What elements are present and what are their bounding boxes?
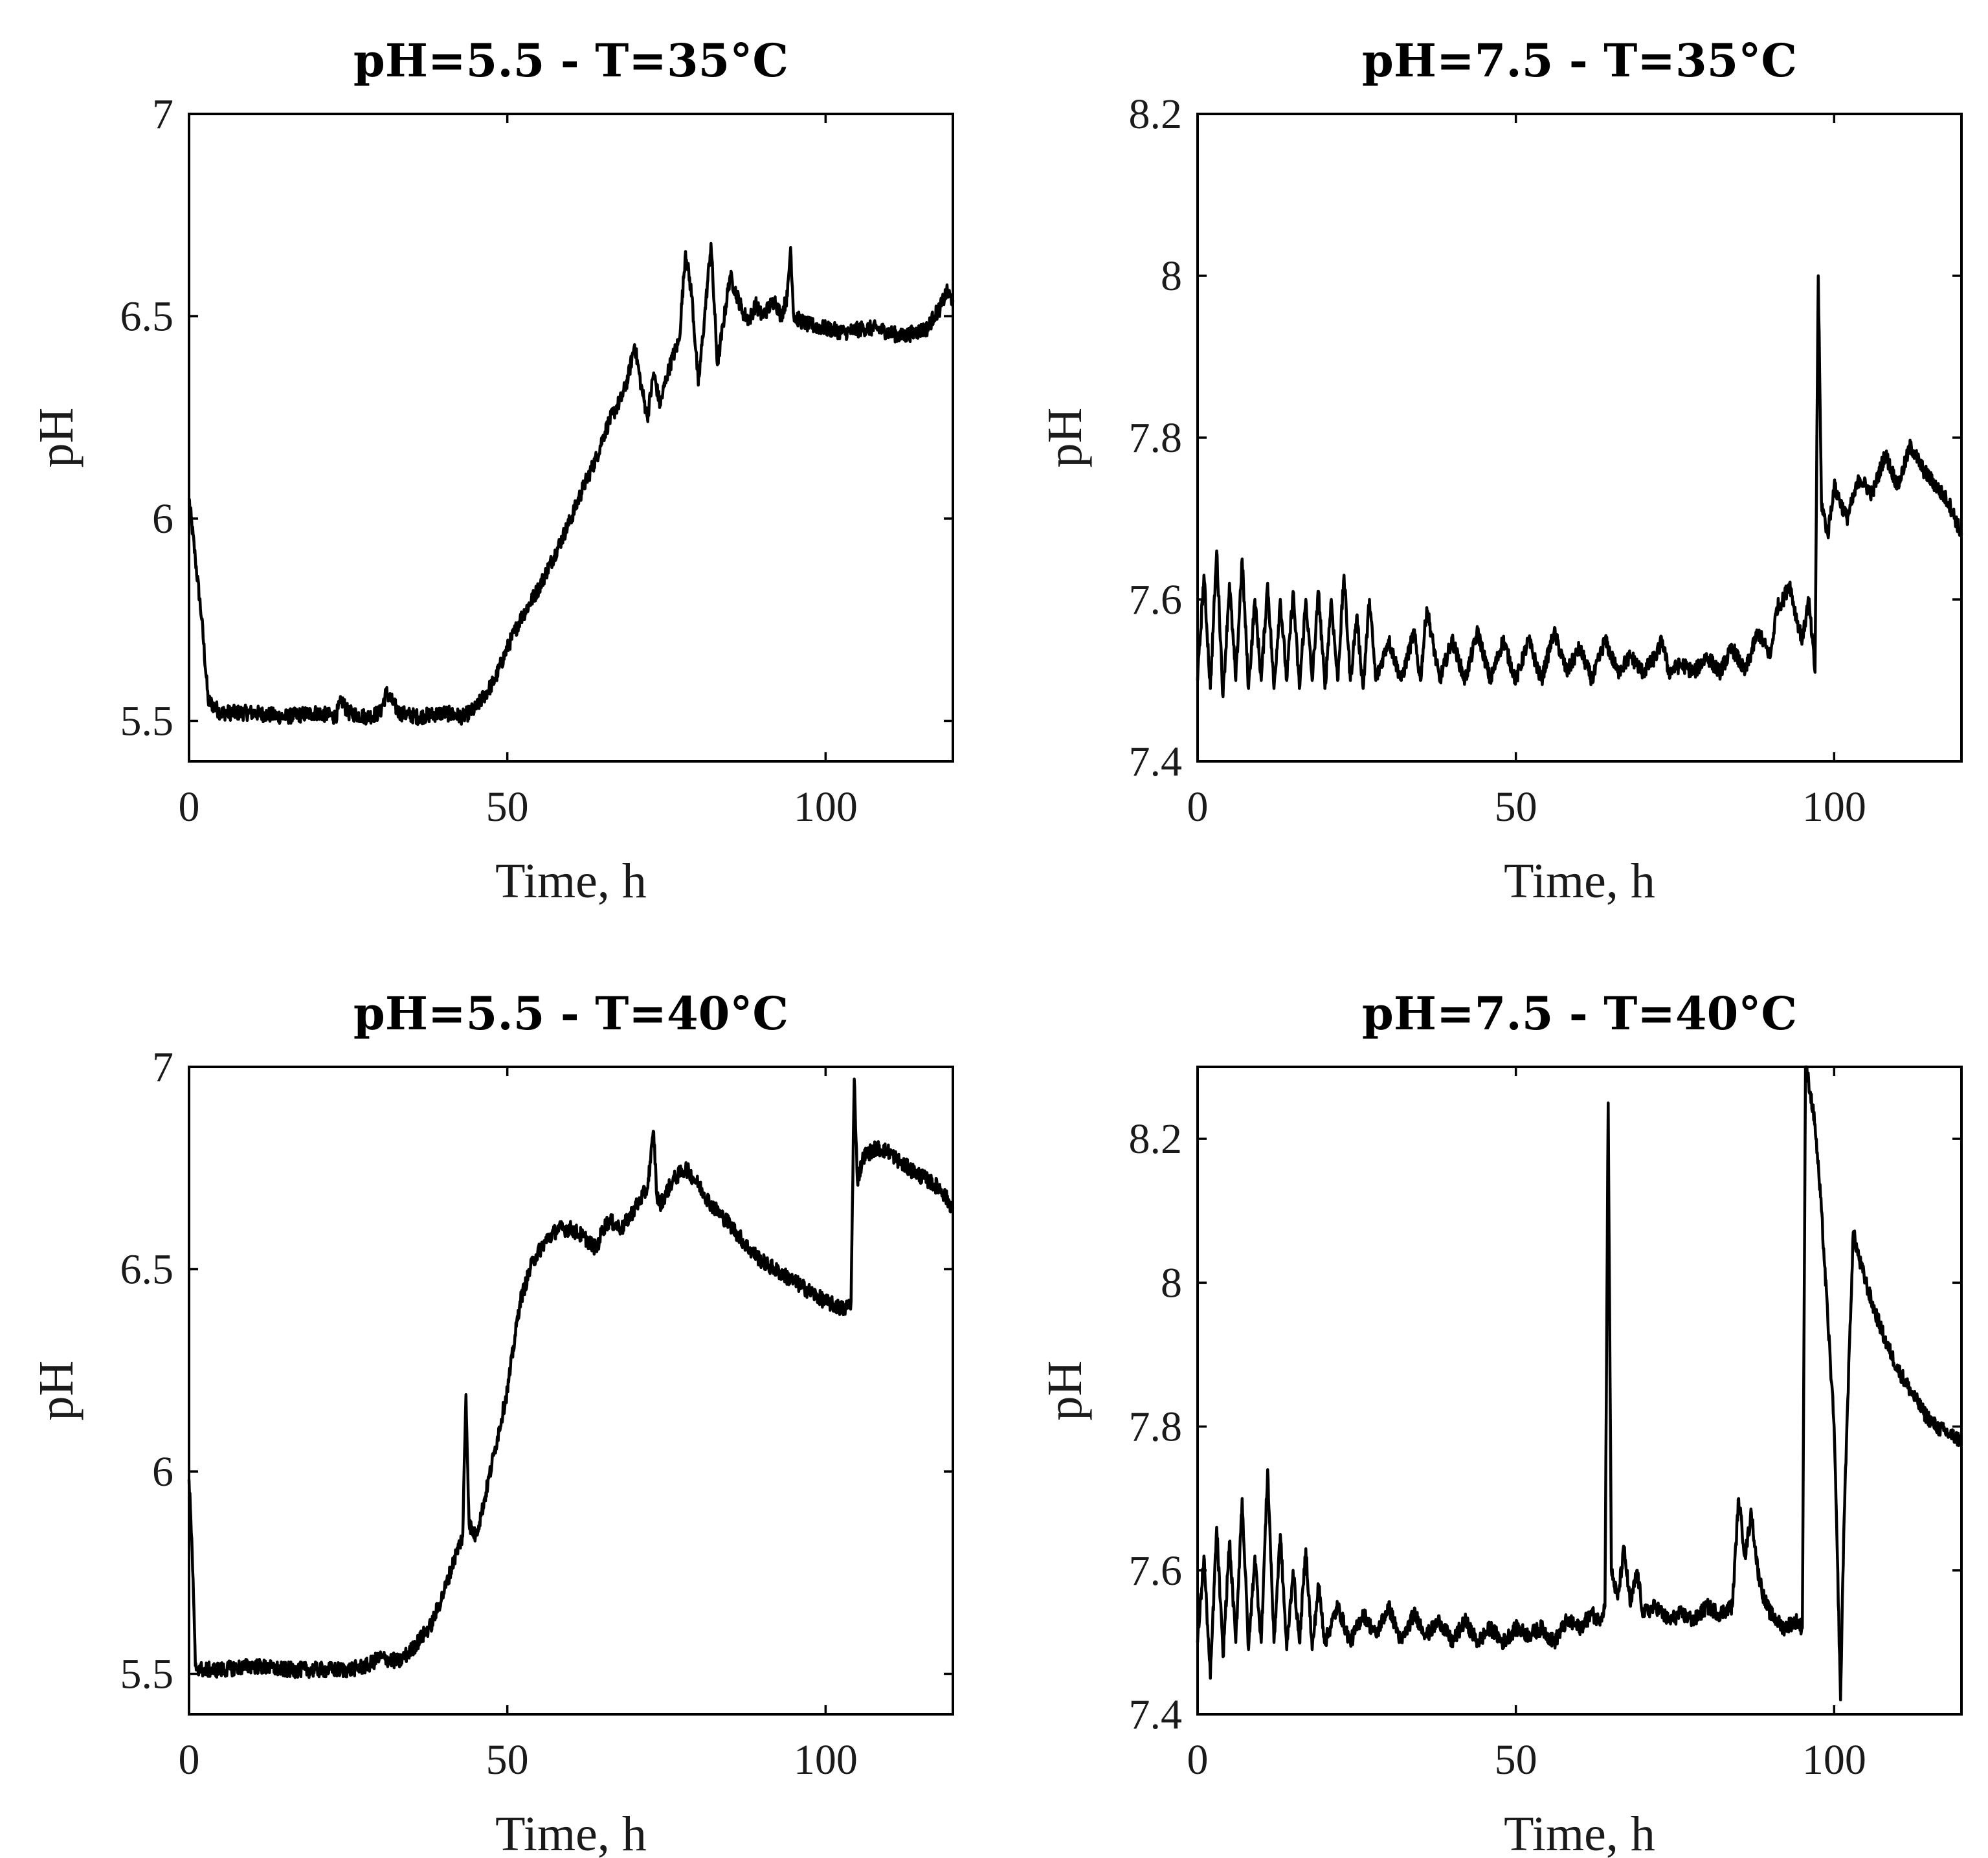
y-tick-label: 7.6: [1129, 576, 1183, 623]
x-tick-label: 100: [1802, 783, 1866, 831]
x-tick-label: 100: [1802, 1736, 1866, 1784]
y-axis-label: pH: [29, 1361, 84, 1421]
x-tick-label: 100: [794, 1736, 858, 1784]
y-tick-label: 8: [1161, 252, 1182, 300]
x-tick-label: 50: [486, 1736, 529, 1784]
chart-title: pH=7.5 - T=35°C: [1362, 34, 1797, 87]
chart-title: pH=7.5 - T=40°C: [1362, 987, 1797, 1040]
data-series-line: [1196, 274, 1963, 699]
y-tick-label: 7: [152, 91, 173, 138]
y-tick-label: 7.4: [1129, 1691, 1183, 1738]
plot-frame: [1196, 1066, 1963, 1716]
y-tick-label: 5.5: [120, 1651, 174, 1698]
y-tick-label: 6.5: [120, 1246, 174, 1293]
data-series-line: [187, 241, 955, 726]
x-axis-label: Time, h: [495, 1807, 647, 1858]
plot-frame: [188, 1066, 954, 1716]
x-tick-label: 50: [486, 783, 529, 831]
chart-panel-2: pH=7.5 - T=35°C 0 50 100 7.4 7.6 7.8 8 8.2 Time, …: [1038, 34, 1963, 908]
x-tick-label: 50: [1495, 783, 1537, 831]
x-tick-label: 0: [179, 1736, 200, 1784]
y-axis-label: pH: [1038, 408, 1092, 468]
x-tick-label: 100: [794, 783, 858, 831]
plot-frame: [188, 113, 954, 763]
chart-panel-4: pH=7.5 - T=40°C 0 50 100 7.4 7.6 7.8 8 8.2 Time, …: [1038, 987, 1963, 1858]
x-tick-label: 0: [1187, 1736, 1209, 1784]
y-tick-label: 5.5: [120, 698, 174, 745]
x-axis-label: Time, h: [1504, 854, 1655, 908]
chart-title: pH=5.5 - T=35°C: [353, 34, 788, 87]
x-axis-label: Time, h: [495, 854, 647, 908]
y-tick-label: 6: [152, 495, 173, 543]
x-tick-label: 50: [1495, 1736, 1537, 1784]
y-tick-label: 7.8: [1129, 1404, 1183, 1451]
x-tick-label: 0: [179, 783, 200, 831]
y-axis-label: pH: [1038, 1361, 1092, 1421]
y-tick-label: 7.4: [1129, 738, 1183, 785]
data-series-line: [1196, 1065, 1963, 1702]
chart-panel-1: pH=5.5 - T=35°C 0 50 100 5.5 6 6.5 7 Time, h pH: [29, 34, 955, 908]
chart-panel-3: pH=5.5 - T=40°C 0 50 100 5.5 6 6.5 7 Time, h pH: [29, 987, 955, 1858]
y-axis-label: pH: [29, 408, 84, 468]
y-tick-label: 7: [152, 1044, 173, 1091]
y-tick-label: 8.2: [1129, 1115, 1183, 1163]
x-axis-label: Time, h: [1504, 1807, 1655, 1858]
y-tick-label: 6.5: [120, 293, 174, 341]
y-tick-label: 8: [1161, 1259, 1182, 1306]
y-tick-label: 7.6: [1129, 1547, 1183, 1595]
y-tick-label: 8.2: [1129, 91, 1183, 138]
data-series-line: [187, 1077, 955, 1679]
chart-title: pH=5.5 - T=40°C: [353, 987, 788, 1040]
y-tick-label: 7.8: [1129, 414, 1183, 462]
y-tick-label: 6: [152, 1448, 173, 1495]
x-tick-label: 0: [1187, 783, 1209, 831]
